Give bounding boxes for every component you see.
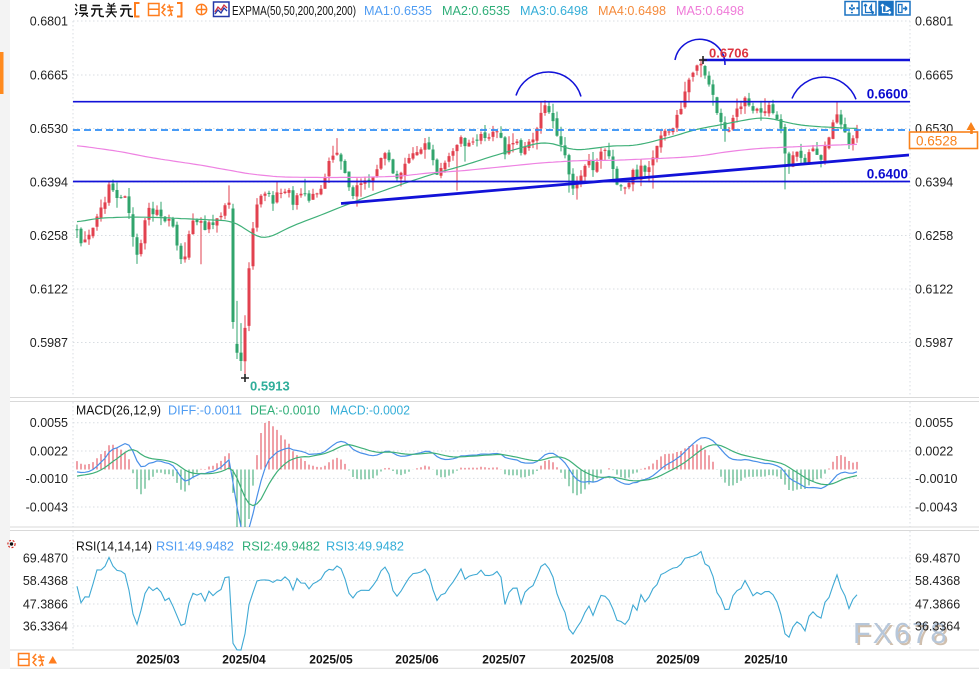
svg-text:0.0055: 0.0055 (30, 416, 68, 430)
svg-text:0.6122: 0.6122 (915, 283, 953, 297)
svg-text:0.6258: 0.6258 (915, 229, 953, 243)
svg-text:RSI3:49.9482: RSI3:49.9482 (326, 540, 404, 554)
svg-text:0.6258: 0.6258 (30, 229, 68, 243)
svg-text:47.3866: 47.3866 (915, 598, 960, 612)
svg-text:2025/04: 2025/04 (222, 653, 266, 667)
svg-text:0.6600: 0.6600 (867, 87, 908, 102)
svg-text:0.5987: 0.5987 (30, 336, 68, 350)
svg-text:0.0022: 0.0022 (915, 445, 953, 459)
svg-text:DEA:-0.0010: DEA:-0.0010 (250, 404, 320, 418)
svg-text:RSI2:49.9482: RSI2:49.9482 (242, 540, 320, 554)
svg-text:DIFF:-0.0011: DIFF:-0.0011 (168, 404, 242, 418)
svg-text:RSI1:49.9482: RSI1:49.9482 (156, 540, 234, 554)
svg-text:0.0055: 0.0055 (915, 416, 953, 430)
svg-text:58.4368: 58.4368 (23, 574, 68, 588)
svg-text:36.3364: 36.3364 (915, 620, 960, 634)
svg-text:0.6801: 0.6801 (915, 15, 953, 29)
svg-text:0.6665: 0.6665 (915, 69, 953, 83)
svg-text:36.3364: 36.3364 (23, 620, 68, 634)
svg-text:FX678: FX678 (853, 618, 948, 650)
svg-text:69.4870: 69.4870 (23, 552, 68, 566)
svg-text:0.6528: 0.6528 (916, 133, 957, 148)
svg-text:0.6530: 0.6530 (30, 122, 68, 136)
svg-text:-0.0010: -0.0010 (915, 472, 957, 486)
svg-text:0.5987: 0.5987 (915, 336, 953, 350)
svg-text:69.4870: 69.4870 (915, 552, 960, 566)
svg-text:0.6706: 0.6706 (709, 46, 749, 61)
svg-text:MA4:0.6498: MA4:0.6498 (598, 4, 666, 18)
svg-text:MACD(26,12,9): MACD(26,12,9) (76, 404, 161, 418)
svg-text:0.5913: 0.5913 (250, 379, 290, 394)
svg-text:58.4368: 58.4368 (915, 574, 960, 588)
svg-text:47.3866: 47.3866 (23, 598, 68, 612)
svg-text:MA3:0.6498: MA3:0.6498 (520, 4, 588, 18)
svg-text:-0.0043: -0.0043 (26, 501, 68, 515)
svg-text:2025/05: 2025/05 (309, 653, 353, 667)
svg-text:MA1:0.6535: MA1:0.6535 (364, 4, 432, 18)
svg-text:-0.0043: -0.0043 (915, 501, 957, 515)
svg-text:-0.0010: -0.0010 (26, 472, 68, 486)
svg-text:MA5:0.6498: MA5:0.6498 (676, 4, 744, 18)
svg-text:2025/07: 2025/07 (482, 653, 526, 667)
svg-text:0.6400: 0.6400 (867, 167, 908, 182)
svg-text:2025/03: 2025/03 (136, 653, 180, 667)
svg-text:2025/06: 2025/06 (395, 653, 439, 667)
svg-text:0.6122: 0.6122 (30, 283, 68, 297)
svg-text:EXPMA(50,50,200,200,200): EXPMA(50,50,200,200,200) (232, 4, 356, 18)
svg-text:FX678: FX678 (855, 620, 950, 652)
svg-text:0.6394: 0.6394 (30, 176, 68, 190)
svg-text:0.0022: 0.0022 (30, 445, 68, 459)
svg-text:0.6394: 0.6394 (915, 176, 953, 190)
svg-text:2025/09: 2025/09 (656, 653, 700, 667)
svg-text:2025/08: 2025/08 (570, 653, 614, 667)
svg-text:2025/10: 2025/10 (744, 653, 788, 667)
svg-text:RSI(14,14,14): RSI(14,14,14) (76, 540, 152, 554)
svg-text:0.6801: 0.6801 (30, 15, 68, 29)
svg-text:0.6665: 0.6665 (30, 69, 68, 83)
svg-text:MA2:0.6535: MA2:0.6535 (442, 4, 510, 18)
svg-text:MACD:-0.0002: MACD:-0.0002 (330, 404, 410, 418)
